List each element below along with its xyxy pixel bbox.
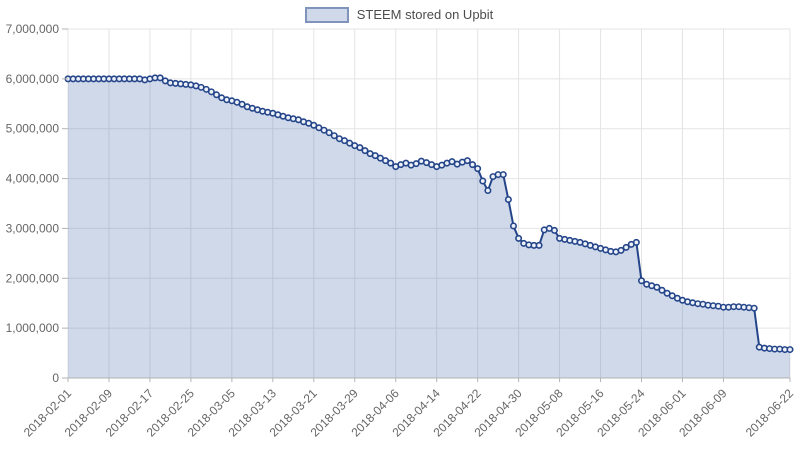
- x-tick-label: 2018-06-22: [743, 386, 797, 440]
- data-point: [325, 129, 333, 137]
- series-markers: [64, 74, 794, 354]
- y-tick-label: 1,000,000: [6, 321, 60, 335]
- data-point: [479, 177, 487, 185]
- data-point: [509, 222, 517, 230]
- data-point: [515, 234, 523, 242]
- data-point: [750, 304, 758, 312]
- y-tick-label: 2,000,000: [6, 271, 60, 285]
- data-point: [786, 346, 794, 354]
- y-tick-label: 7,000,000: [6, 22, 60, 36]
- data-point: [469, 161, 477, 169]
- data-point: [356, 144, 364, 152]
- data-point: [330, 132, 338, 140]
- data-point: [632, 238, 640, 246]
- data-point: [637, 277, 645, 285]
- data-point: [617, 246, 625, 254]
- series-area: [68, 77, 790, 379]
- data-point: [653, 283, 661, 291]
- y-tick-label: 6,000,000: [6, 72, 60, 86]
- data-point: [361, 147, 369, 155]
- data-point: [213, 91, 221, 99]
- y-tick-label: 4,000,000: [6, 172, 60, 186]
- data-point: [658, 286, 666, 294]
- y-tick-label: 3,000,000: [6, 221, 60, 235]
- legend-label: STEEM stored on Upbit: [356, 7, 494, 22]
- axes: [62, 28, 791, 382]
- data-point: [387, 159, 395, 167]
- data-point: [622, 243, 630, 251]
- y-axis-labels: 0 1,000,000 2,000,000 3,000,000 4,000,000 5,0…: [6, 22, 60, 385]
- legend-swatch: [304, 7, 349, 23]
- data-point: [207, 88, 215, 96]
- y-tick-label: 0: [52, 371, 59, 385]
- data-point: [474, 165, 482, 173]
- data-point: [156, 74, 164, 82]
- y-tick-label: 5,000,000: [6, 122, 60, 136]
- data-point: [484, 187, 492, 195]
- data-point: [499, 171, 507, 179]
- data-point: [550, 226, 558, 234]
- data-point: [535, 241, 543, 249]
- legend: STEEM stored on Upbit: [0, 7, 798, 23]
- data-point: [463, 157, 471, 165]
- y-gridlines: [68, 28, 790, 379]
- x-axis-labels: 2018-02-012018-02-092018-02-172018-02-25…: [21, 386, 797, 440]
- data-point: [504, 196, 512, 204]
